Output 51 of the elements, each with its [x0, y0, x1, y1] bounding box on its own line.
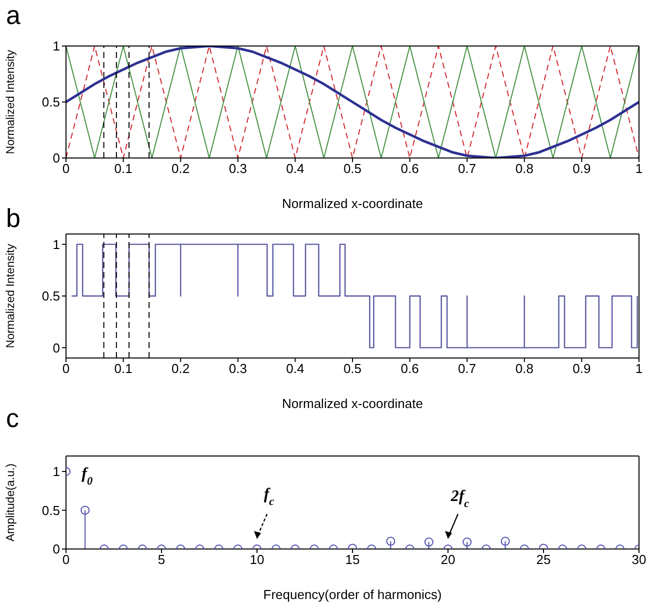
y-axis-title: Normalized Intensity [5, 244, 18, 348]
x-tick-label: 0.6 [400, 161, 419, 176]
x-tick-label: 0.8 [515, 361, 534, 376]
x-tick-label: 0 [62, 161, 70, 176]
x-tick-label: 0.2 [172, 361, 190, 376]
annotation: f$_{0}$ [82, 465, 93, 488]
y-tick-label: 0 [52, 340, 60, 356]
x-axis-title: Normalized x-coordinate [282, 396, 423, 411]
x-tick-label: 0.7 [458, 361, 476, 376]
y-tick-label: 1 [52, 464, 60, 480]
y-tick-label: 0.5 [42, 288, 60, 304]
y-axis-title: Amplitude(a.u.) [5, 463, 18, 542]
x-tick-label: 0.2 [172, 161, 190, 176]
y-tick-label: 0.5 [42, 502, 60, 518]
x-tick-label: 0.6 [400, 361, 419, 376]
x-tick-label: 0 [62, 361, 70, 376]
x-tick-label: 0.3 [228, 361, 247, 376]
x-tick-label: 0.5 [343, 361, 362, 376]
chart-title: c [6, 403, 19, 434]
y-tick-label: 0 [52, 542, 60, 557]
x-tick-label: 0.4 [286, 361, 304, 376]
x-tick-label: 0.9 [572, 361, 591, 376]
x-tick-label: 15 [345, 552, 360, 568]
x-tick-label: 0.1 [114, 361, 132, 376]
x-tick-label: 30 [632, 552, 646, 568]
x-tick-label: 0.8 [515, 161, 534, 176]
x-tick-label: 0.4 [286, 161, 304, 176]
x-tick-label: 0.5 [343, 161, 362, 176]
y-tick-label: 0.5 [42, 94, 60, 110]
x-tick-label: 5 [158, 552, 166, 568]
x-tick-label: 0.7 [458, 161, 476, 176]
x-tick-label: 0 [62, 552, 70, 568]
x-tick-label: 10 [250, 552, 264, 568]
x-tick-label: 0.9 [572, 161, 591, 176]
chart-title: b [6, 203, 20, 234]
x-tick-label: 20 [440, 552, 456, 568]
point [80, 506, 90, 515]
x-axis-title: Frequency(order of harmonics) [263, 587, 442, 602]
y-tick-label: 1 [52, 38, 60, 54]
x-tick-label: 25 [536, 552, 551, 568]
annotation: f$_{c}$ [264, 486, 274, 508]
chart-title: a [6, 0, 20, 31]
y-axis-title: Normalized Intensity [5, 50, 18, 154]
annotation: 2f$_{c}$ [450, 488, 470, 510]
x-tick-label: 0.3 [228, 161, 247, 176]
x-axis-title: Normalized x-coordinate [282, 196, 423, 211]
x-tick-label: 0.1 [114, 161, 132, 176]
x-tick-label: 1 [635, 361, 643, 376]
y-tick-label: 1 [52, 236, 60, 252]
x-tick-label: 1 [635, 161, 643, 176]
y-tick-label: 0 [52, 150, 60, 166]
